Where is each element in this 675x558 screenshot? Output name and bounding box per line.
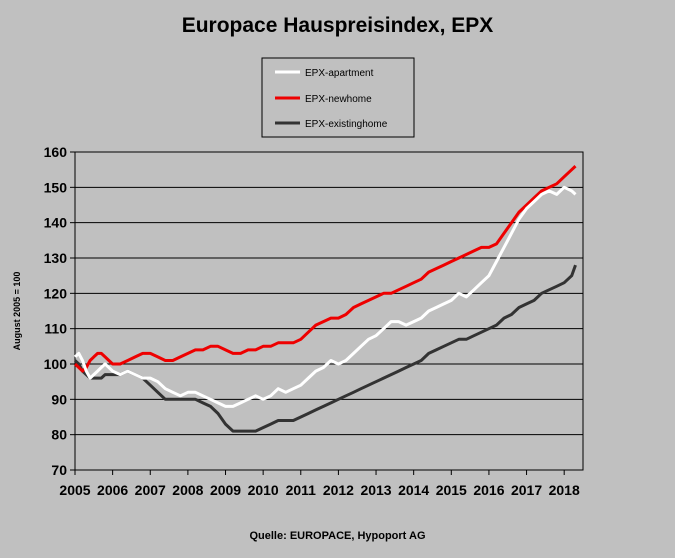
chart-title: Europace Hauspreisindex, EPX bbox=[181, 14, 494, 37]
x-tick-label: 2013 bbox=[360, 482, 391, 498]
x-tick-label: 2010 bbox=[248, 482, 279, 498]
x-tick-label: 2018 bbox=[549, 482, 580, 498]
y-tick-label: 160 bbox=[44, 144, 68, 160]
legend-entry: EPX-newhome bbox=[275, 94, 372, 105]
x-tick-label: 2015 bbox=[436, 482, 467, 498]
series-line-epx-newhome bbox=[73, 165, 577, 373]
plot-area bbox=[74, 151, 584, 471]
legend-entry: EPX-apartment bbox=[275, 68, 374, 79]
x-tick-label: 2007 bbox=[135, 482, 166, 498]
y-axis-label: August 2005 = 100 bbox=[12, 272, 22, 351]
series-line-epx-apartment bbox=[73, 185, 577, 408]
x-tick-label: 2014 bbox=[398, 482, 429, 498]
y-tick-label: 110 bbox=[44, 321, 67, 337]
x-tick-label: 2009 bbox=[210, 482, 241, 498]
source-note: Quelle: EUROPACE, Hypoport AG bbox=[249, 530, 426, 542]
y-tick-label: 80 bbox=[51, 427, 67, 443]
y-tick-label: 140 bbox=[44, 215, 68, 231]
series-line-epx-existinghome bbox=[73, 264, 577, 433]
legend-label: EPX-newhome bbox=[305, 94, 372, 105]
grid-lines bbox=[75, 186, 583, 436]
y-tick-label: 100 bbox=[44, 356, 68, 372]
legend-entry: EPX-existinghome bbox=[275, 119, 388, 130]
x-tick-label: 2017 bbox=[511, 482, 542, 498]
legend-label: EPX-existinghome bbox=[305, 119, 388, 130]
x-tick-label: 2006 bbox=[97, 482, 128, 498]
x-tick-label: 2011 bbox=[286, 482, 317, 498]
y-axis: 70 80 90 100 110 120 130 140 150 160 bbox=[44, 144, 75, 478]
series-layer bbox=[73, 165, 577, 433]
y-tick-label: 70 bbox=[51, 462, 67, 478]
legend-label: EPX-apartment bbox=[305, 68, 374, 79]
legend: EPX-apartment EPX-newhome EPX-existinghome bbox=[261, 57, 415, 138]
x-tick-label: 2008 bbox=[172, 482, 203, 498]
y-tick-label: 90 bbox=[51, 391, 67, 407]
x-tick-label: 2005 bbox=[59, 482, 90, 498]
y-tick-label: 130 bbox=[44, 250, 68, 266]
x-axis: 2005 2006 2007 2008 2009 2010 2011 2012 2013 2014… bbox=[59, 470, 580, 498]
x-tick-label: 2012 bbox=[323, 482, 354, 498]
y-tick-label: 120 bbox=[44, 285, 68, 301]
x-tick-label: 2016 bbox=[473, 482, 504, 498]
y-tick-label: 150 bbox=[44, 179, 68, 195]
